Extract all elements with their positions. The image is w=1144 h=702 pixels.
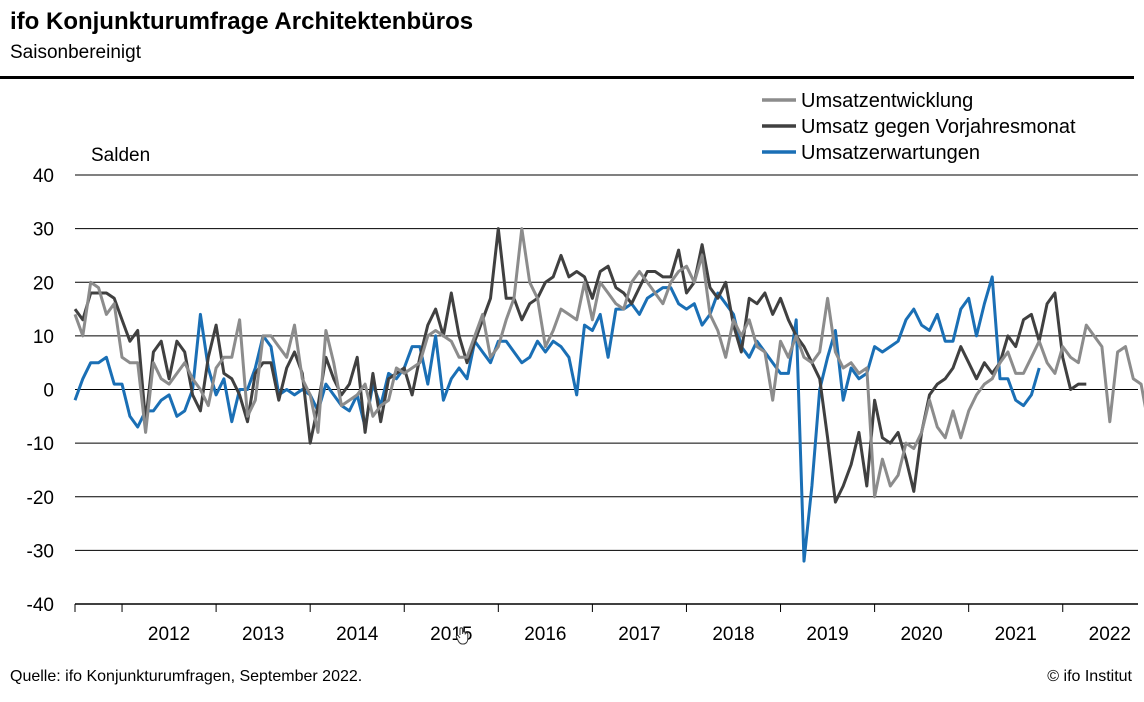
legend-label: Umsatzentwicklung [801,90,973,112]
legend-label: Umsatz gegen Vorjahresmonat [801,116,1076,138]
y-tick-label: 30 [33,220,54,241]
series-line [73,227,1144,499]
x-tick-label: 2014 [336,624,379,645]
x-tick-label: 2022 [1089,624,1131,645]
cursor-hand-icon [455,627,469,645]
y-axis: -40 -30 -20 -10 0 10 20 30 40 [27,166,54,616]
y-tick-label: -30 [27,541,54,562]
y-tick-label: -40 [27,595,54,616]
y-tick-label: 0 [43,381,54,402]
y-tick-label: 10 [33,327,54,348]
source-note: Quelle: ifo Konjunkturumfragen, Septembe… [10,668,363,685]
x-tick-label: 2012 [148,624,190,645]
chart-title: ifo Konjunkturumfrage Architektenbüros [10,8,474,35]
x-tick-label: 2016 [524,624,566,645]
x-tick-label: 2020 [900,624,942,645]
series-lines [73,227,1144,563]
x-tick-label: 2017 [618,624,660,645]
x-tick-label: 2021 [995,624,1037,645]
series-line [73,275,1041,563]
y-axis-label: Salden [91,145,150,166]
x-tick-label: 2018 [712,624,754,645]
chart-subtitle: Saisonbereinigt [10,42,141,63]
x-tick-label: 2019 [806,624,848,645]
copyright-note: © ifo Institut [1047,668,1132,685]
x-axis: 2012 2013 2014 2015 2016 2017 2018 2019 2020 2021… [74,603,1138,645]
gridlines [75,174,1138,551]
y-tick-label: 40 [33,166,54,187]
y-tick-label: -10 [27,434,54,455]
legend-label: Umsatzerwartungen [801,142,980,164]
y-tick-label: 20 [33,273,54,294]
series-line [73,227,1087,504]
x-tick-label: 2013 [242,624,284,645]
legend: Umsatzentwicklung Umsatz gegen Vorjahresm… [762,90,1076,164]
header-divider [0,76,1134,79]
y-tick-label: -20 [27,488,54,509]
